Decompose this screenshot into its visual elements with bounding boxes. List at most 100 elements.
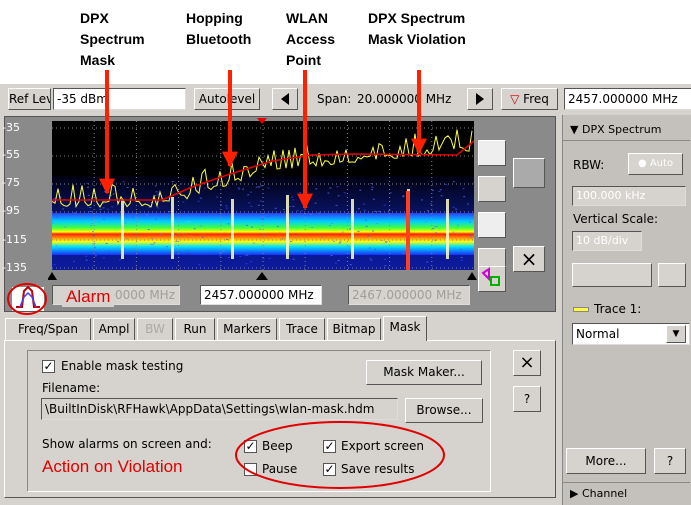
checkbox[interactable]: ✓ [42,360,55,373]
rbw-input[interactable]: 100.000 kHz [572,186,686,206]
noise-dot [342,232,344,233]
side-panel-title[interactable]: ▼ DPX Spectrum [570,123,661,136]
freq-input[interactable]: 2457.000000 MHz [564,88,691,110]
violation-spike [406,191,410,270]
noise-dot [457,225,459,226]
noise-dot [225,205,227,206]
noise-dot [220,204,222,205]
autoscale-button[interactable] [572,263,652,287]
noise-dot [425,221,427,222]
noise-dot [250,218,252,219]
noise-dot [267,216,269,217]
mask-maker-button[interactable]: Mask Maker... [366,360,482,385]
trace-swatch [573,307,589,312]
dropdown-button[interactable] [658,263,686,287]
noise-dot [226,239,228,240]
marker-tool-button[interactable] [478,266,506,292]
noise-dot [219,255,221,256]
noise-dot [125,223,127,224]
tab[interactable]: Ampl [93,318,135,341]
more-button[interactable]: More... [566,448,646,474]
noise-dot [297,210,299,211]
tab-active[interactable]: Mask [383,316,427,341]
span-increase-button[interactable] [467,88,493,110]
tab[interactable]: Markers [217,318,277,341]
amplitude-label: -135 [2,261,46,274]
noise-dot [100,209,102,210]
close-display-button[interactable]: × [513,246,545,272]
noise-dot [239,256,241,257]
icon [479,267,505,291]
checkbox[interactable]: ✓ [323,463,336,476]
vertical-scale-label: Vertical Scale: [573,212,658,226]
browse-button[interactable]: Browse... [405,398,483,423]
close-button[interactable]: × [513,350,541,376]
tab[interactable]: Bitmap [327,318,381,341]
noise-dot [93,243,95,244]
center-freq[interactable]: 2457.000000 MHz [200,285,322,305]
noise-dot [369,258,371,259]
display-tool-button[interactable] [478,140,506,166]
noise-dot [467,203,469,204]
span-value[interactable]: 20.000000 MHz [357,92,451,106]
noise-dot [227,223,229,224]
span-decrease-button[interactable] [272,88,298,110]
noise-dot [246,255,248,256]
tab[interactable]: Freq/Span [5,318,91,341]
noise-dot [277,226,279,227]
stop-freq[interactable]: 2467.000000 MHz [348,285,470,305]
annotation-line: Mask [80,50,145,71]
noise-dot [200,198,202,199]
tab[interactable]: Run [175,318,215,341]
noise-dot [384,265,386,266]
display-tool-button[interactable] [513,158,545,188]
noise-dot [226,208,228,209]
noise-dot [62,209,64,210]
noise-dot [90,225,92,226]
help-button[interactable]: ? [513,386,541,412]
noise-dot [91,219,93,220]
tab[interactable]: BW [137,318,173,341]
freq-button[interactable]: ▽ Freq [501,88,558,110]
noise-dot [108,182,110,183]
ref-level-input[interactable]: -35 dBm [53,88,186,110]
channel-section[interactable]: ▶ Channel [570,487,627,500]
checkbox[interactable]: ✓ [244,440,257,453]
help-button[interactable]: ? [654,448,686,474]
noise-dot [117,241,119,242]
noise-dot [441,195,443,196]
auto-button[interactable]: ● Auto [628,153,683,175]
autolevel-button[interactable]: Autolevel [194,88,260,110]
noise-dot [74,212,76,213]
display-tool-button[interactable] [478,176,506,202]
noise-dot [146,214,148,215]
vertical-scale-input[interactable]: 10 dB/div [572,231,642,251]
noise-dot [227,214,229,215]
noise-dot [216,197,218,198]
bluetooth-hop [286,195,289,259]
noise-dot [290,241,292,242]
checkbox[interactable]: ✓ [323,440,336,453]
noise-dot [374,249,376,250]
noise-dot [258,205,260,206]
tab[interactable]: Trace [279,318,325,341]
noise-dot [364,210,366,211]
center-marker [255,117,269,125]
rbw-label: RBW: [573,158,604,172]
annotation-line: Bluetooth [186,29,251,50]
ref-level-button[interactable]: Ref Level [8,88,51,110]
noise-dot [148,229,150,230]
filename-input[interactable]: \BuiltInDisk\RFHawk\AppData\Settings\wla… [41,398,398,420]
noise-dot [384,205,386,206]
bluetooth-hop [446,199,449,259]
noise-dot [202,215,204,216]
noise-dot [327,193,329,194]
noise-dot [340,241,342,242]
noise-dot [458,233,460,234]
select-arrow[interactable]: ▼ [666,325,686,343]
noise-dot [333,241,335,242]
noise-dot [384,259,386,260]
noise-dot [376,223,378,224]
checkbox[interactable] [244,463,257,476]
display-tool-button[interactable] [478,212,506,238]
